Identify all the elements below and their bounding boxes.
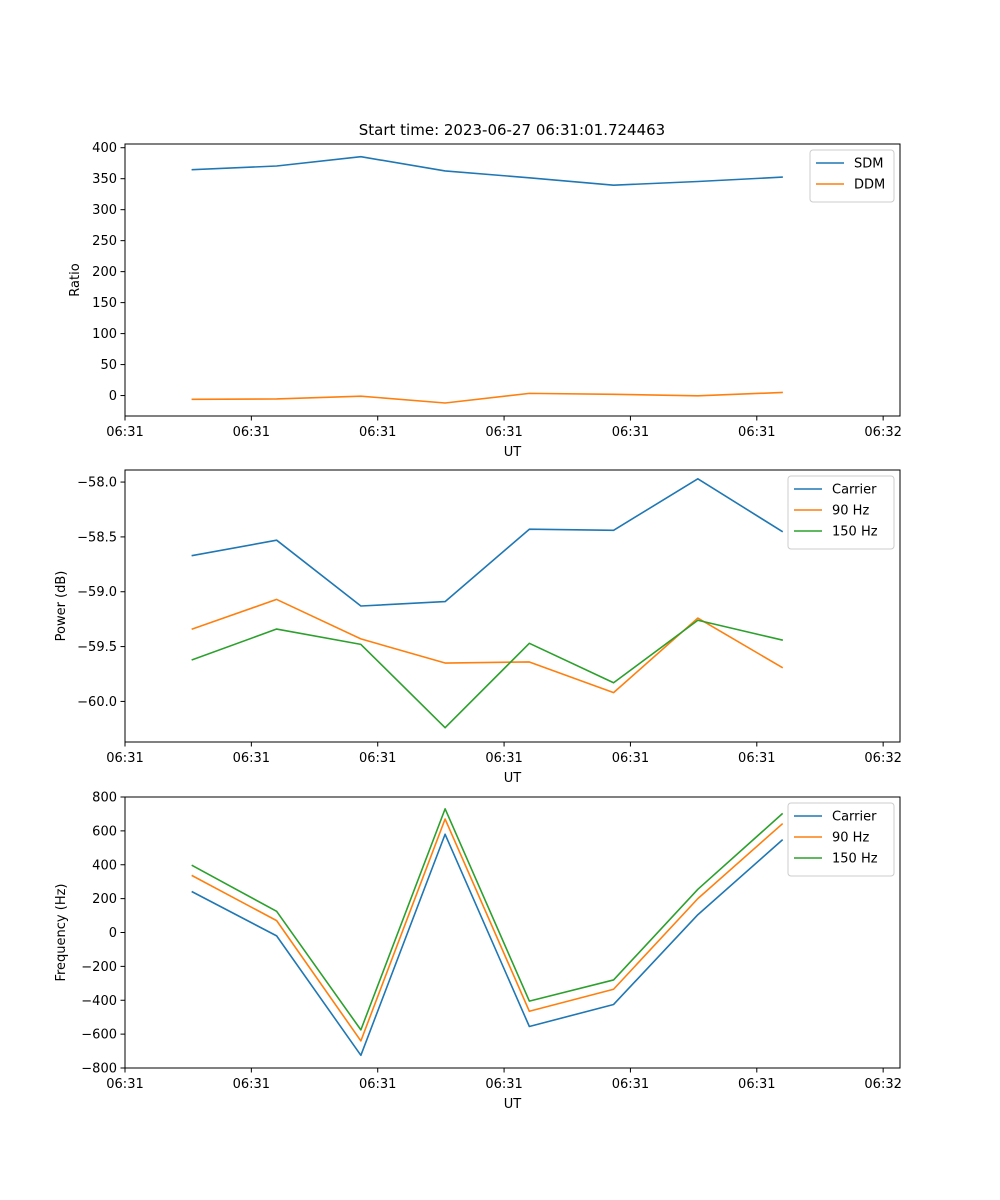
- legend-label: 150 Hz: [832, 525, 878, 540]
- chart-panel-3: 06:31 06:31 06:31 06:31 06:31 06:31 06:32 −800 −…: [54, 791, 902, 1113]
- y-tick-label: −59.5: [77, 640, 117, 655]
- y-tick-label: 350: [92, 172, 117, 187]
- x-tick-label: 06:31: [485, 425, 522, 440]
- x-tick-label: 06:31: [612, 1077, 649, 1092]
- legend: Carrier 90 Hz 150 Hz: [787, 475, 895, 550]
- y-tick-label: 800: [92, 791, 117, 806]
- x-tick-label: 06:31: [485, 1077, 522, 1092]
- legend-label: Carrier: [832, 810, 877, 825]
- x-tick-label: 06:31: [485, 751, 522, 766]
- x-axis-label: UT: [504, 445, 522, 460]
- x-axis-label: UT: [504, 771, 522, 786]
- x-tick-label: 06:31: [738, 425, 775, 440]
- y-axis-label: Ratio: [68, 263, 83, 296]
- legend-label: SDM: [854, 157, 883, 172]
- x-tick-label: 06:32: [864, 1077, 901, 1092]
- x-tick-label: 06:31: [612, 425, 649, 440]
- series-line-1-0: [191, 477, 784, 607]
- y-tick-label: 600: [92, 824, 117, 839]
- y-tick-label: 150: [92, 296, 117, 311]
- legend-label: 90 Hz: [832, 504, 869, 519]
- x-tick-label: 06:31: [738, 1077, 775, 1092]
- y-tick-label: 0: [109, 926, 117, 941]
- y-tick-label: 200: [92, 892, 117, 907]
- x-tick-label: 06:31: [233, 751, 270, 766]
- chart-panel-2: 06:31 06:31 06:31 06:31 06:31 06:31 06:32 −60.0…: [54, 469, 902, 786]
- series-line-2-1: [191, 818, 784, 1042]
- y-tick-label: 200: [92, 265, 117, 280]
- y-tick-label: 400: [92, 858, 117, 873]
- y-tick-label: 0: [109, 389, 117, 404]
- y-tick-label: 250: [92, 234, 117, 249]
- legend-label: 150 Hz: [832, 852, 878, 867]
- y-axis-label: Power (dB): [54, 571, 69, 642]
- y-tick-label: −800: [81, 1062, 117, 1077]
- series-line-0-0: [191, 155, 783, 186]
- y-tick-label: −60.0: [77, 695, 117, 710]
- y-tick-label: −400: [81, 994, 117, 1009]
- x-tick-label: 06:31: [233, 1077, 270, 1092]
- axes-frame: [124, 143, 901, 417]
- x-axis-label: UT: [504, 1097, 522, 1112]
- y-tick-label: 50: [100, 358, 117, 373]
- series-line-0-1: [191, 391, 783, 404]
- legend: Carrier 90 Hz 150 Hz: [787, 802, 895, 877]
- series-line-2-2: [191, 808, 784, 1031]
- x-tick-label: 06:31: [359, 425, 396, 440]
- x-tick-label: 06:32: [864, 425, 901, 440]
- series-line-2-0: [191, 833, 784, 1057]
- x-tick-label: 06:31: [233, 425, 270, 440]
- y-tick-label: −600: [81, 1028, 117, 1043]
- legend-label: 90 Hz: [832, 831, 869, 846]
- x-tick-label: 06:31: [738, 751, 775, 766]
- axes-frame: [124, 469, 901, 743]
- y-tick-label: −58.0: [77, 476, 117, 491]
- chart-panel-1: 06:31 06:31 06:31 06:31 06:31 06:31 06:32 0 50 10…: [68, 141, 902, 460]
- x-tick-label: 06:31: [106, 1077, 143, 1092]
- y-tick-label: −58.5: [77, 530, 117, 545]
- legend-label: Carrier: [832, 483, 877, 498]
- x-tick-label: 06:32: [864, 751, 901, 766]
- y-tick-label: 100: [92, 327, 117, 342]
- y-tick-label: 300: [92, 203, 117, 218]
- legend: SDM DDM: [809, 149, 895, 203]
- x-tick-label: 06:31: [106, 425, 143, 440]
- y-tick-label: 400: [92, 141, 117, 156]
- y-tick-label: −200: [81, 960, 117, 975]
- x-tick-label: 06:31: [612, 751, 649, 766]
- figure-title: Start time: 2023-06-27 06:31:01.724463: [359, 121, 665, 139]
- x-tick-label: 06:31: [359, 751, 396, 766]
- x-tick-label: 06:31: [359, 1077, 396, 1092]
- y-axis-label: Frequency (Hz): [54, 883, 69, 981]
- y-tick-label: −59.0: [77, 585, 117, 600]
- legend-label: DDM: [854, 178, 885, 193]
- x-tick-label: 06:31: [106, 751, 143, 766]
- series-line-1-2: [191, 619, 784, 729]
